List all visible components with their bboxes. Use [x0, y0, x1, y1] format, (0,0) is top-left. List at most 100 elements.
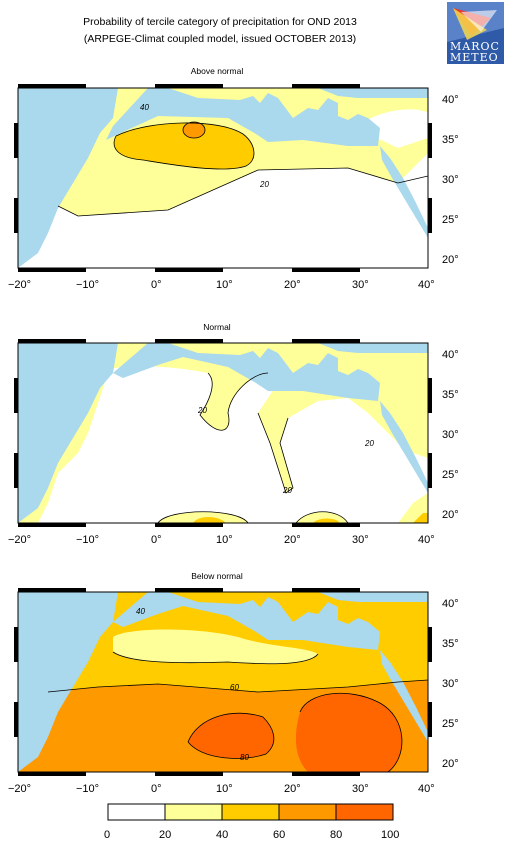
lon-tick-label: −10° [76, 534, 99, 546]
lat-tick-label: 30° [442, 429, 459, 441]
lat-tick-label: 25° [442, 718, 459, 730]
lon-tick-label: 30° [352, 783, 369, 795]
contour-line [57, 167, 429, 217]
panel-title-normal: Normal [203, 322, 231, 332]
prob-band-60-80 [182, 121, 206, 139]
map-panel-above-normal: 40 20 40° 35° 30° 25° 20° −20° −10° 0° 1… [8, 84, 459, 291]
colorbar-swatch [335, 803, 394, 821]
lon-tick-label: −20° [8, 534, 31, 546]
map-panel-below-normal: 40 60 80 40° 35° 30° 25° 20° −20° −10° 0… [8, 588, 459, 795]
colorbar-label: 60 [273, 829, 285, 841]
lon-tick-label: 0° [151, 783, 162, 795]
prob-band-40-60 [114, 122, 254, 170]
lat-tick-label: 40° [442, 598, 459, 610]
lat-tick-label: 20° [442, 509, 459, 521]
lat-tick-label: 35° [442, 134, 459, 146]
lat-tick-label: 40° [442, 349, 459, 361]
lon-tick-label: −10° [76, 783, 99, 795]
lat-tick-label: 40° [442, 94, 459, 106]
contour-line [199, 372, 269, 431]
contour-line [299, 692, 403, 773]
logo-text-meteo: METEO [450, 51, 499, 64]
lon-tick-label: 20° [284, 783, 301, 795]
colorbar-swatch [221, 803, 280, 821]
lon-tick-label: 20° [284, 279, 301, 291]
east-sea-mask [318, 88, 428, 98]
colorbar-label: 0 [104, 829, 110, 841]
sea-mask [18, 88, 380, 146]
lat-tick-label: 20° [442, 758, 459, 770]
colorbar-swatch [164, 803, 223, 821]
prob-band-80-100 [188, 713, 274, 759]
atlantic-coast-mask [18, 343, 118, 523]
contour-line [187, 712, 275, 759]
lon-tick-label: −10° [76, 279, 99, 291]
prob-band-80-100-east [295, 693, 402, 772]
prob-band-0-20-east [356, 109, 428, 148]
contour-label: 20 [259, 180, 269, 189]
contour-label: 80 [240, 753, 249, 762]
lon-tick-label: 30° [352, 534, 369, 546]
lon-tick-label: 40° [418, 534, 435, 546]
logo-text-maroc: MAROC [450, 40, 500, 53]
contour-line [157, 511, 349, 524]
contour-line [47, 679, 429, 693]
sea-mask [18, 343, 380, 401]
map-border-ticks [14, 339, 432, 527]
contour-label: 40 [140, 103, 149, 112]
lat-tick-label: 25° [442, 214, 459, 226]
prob-band-20-40-south [158, 511, 248, 523]
lat-tick-label: 35° [442, 638, 459, 650]
lon-tick-label: 10° [216, 279, 233, 291]
contour-label: 20 [197, 406, 207, 415]
contour-label: 60 [230, 683, 239, 692]
lon-tick-label: 40° [418, 279, 435, 291]
prob-band-20-40 [113, 629, 318, 664]
map-panel-normal: 20 20 20 40° 35° 30° 25° 20° −20° −10° 0… [8, 339, 459, 546]
colorbar-label: 20 [159, 829, 171, 841]
contour-label: 20 [282, 486, 292, 495]
lat-tick-label: 20° [442, 254, 459, 266]
lon-tick-label: 40° [418, 783, 435, 795]
lon-tick-label: 0° [151, 279, 162, 291]
red-sea-mask [380, 650, 428, 742]
map-border-ticks [14, 588, 432, 776]
figure-title: Probability of tercile category of preci… [83, 16, 357, 28]
lon-tick-label: 0° [151, 534, 162, 546]
colorbar-swatch [278, 803, 337, 821]
lon-tick-label: 10° [216, 783, 233, 795]
lon-tick-label: 30° [352, 279, 369, 291]
atlantic-coast-mask [18, 592, 118, 772]
prob-band-40-60-east [313, 518, 340, 523]
contour-label: 40 [136, 607, 145, 616]
lat-tick-label: 30° [442, 174, 459, 186]
colorbar-swatch [107, 803, 166, 821]
prob-band-40-60-far-east [413, 513, 428, 523]
lon-tick-label: −20° [8, 783, 31, 795]
figure-subtitle: (ARPEGE-Climat coupled model, issued OCT… [83, 33, 357, 45]
atlantic-coast-mask [18, 88, 118, 268]
lat-tick-label: 35° [442, 389, 459, 401]
lat-tick-label: 25° [442, 469, 459, 481]
east-sea-mask [318, 343, 428, 353]
red-sea-mask [380, 401, 428, 493]
maroc-meteo-logo: MAROC METEO [447, 2, 504, 64]
lon-tick-label: 10° [216, 534, 233, 546]
map-border-ticks [14, 84, 432, 272]
colorbar-label: 40 [216, 829, 228, 841]
colorbar-label: 80 [330, 829, 342, 841]
panel-title-above-normal: Above normal [190, 66, 244, 76]
colorbar-label: 100 [381, 829, 399, 841]
lon-tick-label: 20° [284, 534, 301, 546]
lat-tick-label: 30° [442, 678, 459, 690]
contour-line [113, 122, 255, 170]
contour-label: 20 [364, 439, 374, 448]
contour-line [112, 651, 319, 665]
contour-line [257, 412, 294, 494]
colorbar: 0 20 40 60 80 100 [104, 803, 399, 841]
panel-title-below-normal: Below normal [191, 571, 243, 581]
prob-band-0-20 [18, 168, 428, 268]
prob-band-40-60 [193, 517, 226, 523]
east-sea-mask [318, 592, 428, 602]
red-sea-mask [380, 146, 428, 238]
